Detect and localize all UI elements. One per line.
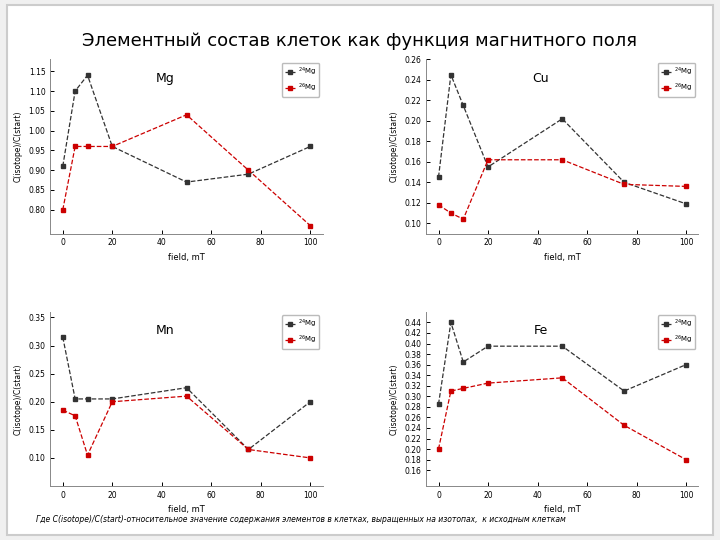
- $^{26}$Mg: [84, 143, 92, 150]
- Y-axis label: C(isotope)/C(start): C(isotope)/C(start): [390, 111, 399, 182]
- $^{24}$Mg: [306, 399, 315, 405]
- Line: $^{26}$Mg: $^{26}$Mg: [436, 157, 688, 221]
- $^{26}$Mg: [306, 455, 315, 461]
- $^{24}$Mg: [620, 179, 629, 186]
- $^{24}$Mg: [58, 334, 67, 340]
- $^{26}$Mg: [620, 181, 629, 187]
- $^{24}$Mg: [58, 163, 67, 170]
- Legend: $^{24}$Mg, $^{26}$Mg: $^{24}$Mg, $^{26}$Mg: [282, 315, 319, 349]
- $^{24}$Mg: [682, 361, 690, 368]
- $^{26}$Mg: [182, 393, 191, 400]
- Legend: $^{24}$Mg, $^{26}$Mg: $^{24}$Mg, $^{26}$Mg: [658, 63, 695, 97]
- $^{26}$Mg: [108, 399, 117, 405]
- $^{26}$Mg: [682, 456, 690, 463]
- $^{24}$Mg: [459, 359, 467, 365]
- $^{26}$Mg: [682, 183, 690, 190]
- $^{24}$Mg: [446, 71, 455, 78]
- Line: $^{26}$Mg: $^{26}$Mg: [60, 112, 312, 228]
- $^{26}$Mg: [446, 210, 455, 217]
- Legend: $^{24}$Mg, $^{26}$Mg: $^{24}$Mg, $^{26}$Mg: [658, 315, 695, 349]
- Line: $^{26}$Mg: $^{26}$Mg: [436, 375, 688, 462]
- Line: $^{24}$Mg: $^{24}$Mg: [60, 335, 312, 452]
- $^{24}$Mg: [306, 143, 315, 150]
- $^{24}$Mg: [108, 396, 117, 402]
- $^{24}$Mg: [84, 72, 92, 78]
- $^{24}$Mg: [484, 164, 492, 170]
- $^{24}$Mg: [71, 88, 79, 94]
- $^{24}$Mg: [682, 200, 690, 207]
- Line: $^{26}$Mg: $^{26}$Mg: [60, 394, 312, 460]
- X-axis label: field, mT: field, mT: [544, 505, 580, 515]
- $^{24}$Mg: [244, 446, 253, 453]
- $^{26}$Mg: [58, 407, 67, 414]
- Line: $^{24}$Mg: $^{24}$Mg: [60, 73, 312, 185]
- $^{26}$Mg: [459, 385, 467, 392]
- $^{24}$Mg: [182, 179, 191, 185]
- Y-axis label: C(isotope)/C(start): C(isotope)/C(start): [14, 363, 23, 435]
- Y-axis label: C(isotope)/C(start): C(isotope)/C(start): [14, 111, 23, 182]
- Text: Fe: Fe: [534, 324, 548, 337]
- X-axis label: field, mT: field, mT: [544, 253, 580, 262]
- Text: Элементный состав клеток как функция магнитного поля: Элементный состав клеток как функция маг…: [83, 32, 637, 50]
- $^{26}$Mg: [620, 422, 629, 429]
- $^{26}$Mg: [434, 201, 443, 208]
- $^{26}$Mg: [108, 143, 117, 150]
- Text: Mg: Mg: [156, 72, 174, 85]
- $^{24}$Mg: [182, 384, 191, 391]
- $^{24}$Mg: [620, 388, 629, 394]
- $^{24}$Mg: [558, 116, 567, 122]
- $^{24}$Mg: [459, 102, 467, 109]
- $^{24}$Mg: [558, 343, 567, 349]
- $^{26}$Mg: [484, 380, 492, 386]
- $^{26}$Mg: [244, 167, 253, 173]
- Line: $^{24}$Mg: $^{24}$Mg: [436, 320, 688, 407]
- Text: Cu: Cu: [532, 72, 549, 85]
- X-axis label: field, mT: field, mT: [168, 505, 205, 515]
- $^{26}$Mg: [84, 452, 92, 458]
- $^{26}$Mg: [58, 206, 67, 213]
- Legend: $^{24}$Mg, $^{26}$Mg: $^{24}$Mg, $^{26}$Mg: [282, 63, 319, 97]
- $^{24}$Mg: [84, 396, 92, 402]
- $^{24}$Mg: [244, 171, 253, 178]
- $^{26}$Mg: [182, 112, 191, 118]
- $^{26}$Mg: [558, 157, 567, 163]
- $^{24}$Mg: [446, 319, 455, 326]
- $^{24}$Mg: [484, 343, 492, 349]
- Text: Где C(isotope)/C(start)-относительное значение содержания элементов в клетках, в: Где C(isotope)/C(start)-относительное зн…: [36, 515, 566, 524]
- Y-axis label: C(isotope)/C(start): C(isotope)/C(start): [390, 363, 399, 435]
- $^{26}$Mg: [434, 446, 443, 453]
- Text: Mn: Mn: [156, 324, 174, 337]
- $^{26}$Mg: [558, 375, 567, 381]
- $^{26}$Mg: [446, 388, 455, 394]
- $^{24}$Mg: [434, 174, 443, 180]
- $^{26}$Mg: [71, 143, 79, 150]
- $^{24}$Mg: [108, 143, 117, 150]
- $^{24}$Mg: [71, 396, 79, 402]
- $^{24}$Mg: [434, 401, 443, 408]
- Line: $^{24}$Mg: $^{24}$Mg: [436, 72, 688, 206]
- $^{26}$Mg: [484, 157, 492, 163]
- $^{26}$Mg: [71, 413, 79, 419]
- $^{26}$Mg: [306, 222, 315, 229]
- X-axis label: field, mT: field, mT: [168, 253, 205, 262]
- $^{26}$Mg: [459, 216, 467, 222]
- $^{26}$Mg: [244, 446, 253, 453]
